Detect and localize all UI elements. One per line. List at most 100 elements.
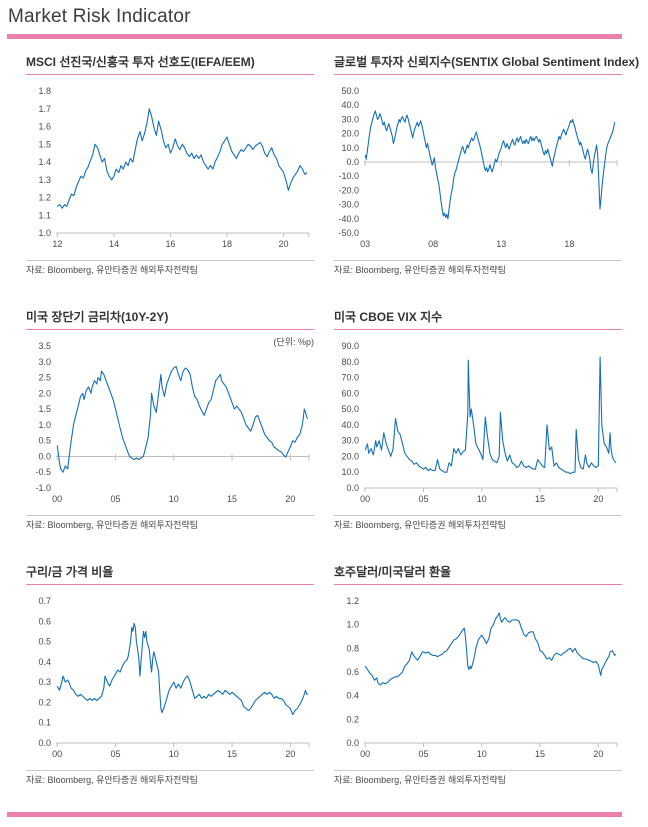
- svg-text:-30.0: -30.0: [338, 200, 359, 210]
- svg-text:20: 20: [285, 749, 295, 759]
- source-text: 자료: Bloomberg, 유안타증권 해외투자전략팀: [334, 265, 506, 275]
- svg-text:18: 18: [222, 239, 232, 249]
- page-title: Market Risk Indicator: [8, 6, 191, 27]
- svg-text:13: 13: [496, 239, 506, 249]
- svg-text:1.2: 1.2: [346, 596, 359, 606]
- svg-text:20: 20: [593, 494, 603, 504]
- panel-yield-spread: 미국 장단기 금리차(10Y-2Y) (단위: %p) 3.5 3.0 2.5 2.0…: [26, 310, 314, 531]
- chart-grid: MSCI 선진국/신흥국 투자 선호도(IEFA/EEM) 1.8 1.7 1.6 1…: [0, 55, 648, 786]
- svg-text:12: 12: [52, 239, 62, 249]
- svg-text:3.5: 3.5: [38, 341, 51, 351]
- chart-title: MSCI 선진국/신흥국 투자 선호도(IEFA/EEM): [26, 55, 314, 75]
- svg-text:10: 10: [169, 749, 179, 759]
- svg-text:0.6: 0.6: [346, 667, 359, 677]
- source-text: 자료: Bloomberg, 유안타증권 해외투자전략팀: [334, 775, 506, 785]
- svg-text:15: 15: [227, 494, 237, 504]
- svg-text:0.4: 0.4: [346, 691, 359, 701]
- line-chart-msci-preference: 1.8 1.7 1.6 1.5 1.4 1.3 1.2 1.1 1.012 14 16 18 20: [38, 86, 310, 249]
- svg-text:10: 10: [477, 749, 487, 759]
- svg-text:0.5: 0.5: [38, 637, 51, 647]
- report-header: Market Risk Indicator: [0, 0, 648, 28]
- panel-sentix: 글로벌 투자자 신뢰지수(SENTIX Global Sentiment Ind…: [334, 55, 639, 276]
- line-chart-yield-spread: 3.5 3.0 2.5 2.0 1.5 1.0 0.5 0.0 -0.5 -1.000 05 10 15…: [35, 341, 310, 504]
- svg-text:0.6: 0.6: [38, 616, 51, 626]
- svg-text:16: 16: [165, 239, 175, 249]
- svg-text:60.0: 60.0: [341, 388, 359, 398]
- source-line: 자료: Bloomberg, 유안타증권 해외투자전략팀: [334, 515, 622, 531]
- svg-text:20.0: 20.0: [341, 451, 359, 461]
- svg-text:20: 20: [593, 749, 603, 759]
- svg-text:1.5: 1.5: [38, 404, 51, 414]
- svg-text:1.0: 1.0: [346, 620, 359, 630]
- svg-text:0.3: 0.3: [38, 677, 51, 687]
- source-text: 자료: Bloomberg, 유안타증권 해외투자전략팀: [26, 265, 198, 275]
- svg-text:00: 00: [360, 494, 370, 504]
- svg-text:40.0: 40.0: [341, 420, 359, 430]
- svg-text:0.7: 0.7: [38, 596, 51, 606]
- svg-text:30.0: 30.0: [341, 114, 359, 124]
- line-chart-audusd: 1.2 1.0 0.8 0.6 0.4 0.2 0.000 05 10 15 20: [346, 596, 618, 759]
- svg-text:90.0: 90.0: [341, 341, 359, 351]
- svg-text:18: 18: [564, 239, 574, 249]
- svg-text:1.0: 1.0: [38, 228, 51, 238]
- line-chart-sentix: 50.0 40.0 30.0 20.0 10.0 0.0 -10.0 -20.0 -30.0 -4…: [338, 86, 618, 249]
- source-text: 자료: Bloomberg, 유안타증권 해외투자전략팀: [26, 775, 198, 785]
- svg-text:05: 05: [110, 494, 120, 504]
- svg-text:0.2: 0.2: [38, 697, 51, 707]
- svg-text:00: 00: [52, 494, 62, 504]
- panel-vix: 미국 CBOE VIX 지수 90.0 80.0 70.0 60.0 50.0 40.0 3…: [334, 310, 622, 531]
- svg-text:1.8: 1.8: [38, 86, 51, 96]
- svg-text:-10.0: -10.0: [338, 171, 359, 181]
- svg-text:-50.0: -50.0: [338, 228, 359, 238]
- svg-text:10: 10: [169, 494, 179, 504]
- panel-audusd: 호주달러/미국달러 환율 1.2 1.0 0.8 0.6 0.4 0.2 0.0 00 05 10…: [334, 565, 622, 786]
- source-line: 자료: Bloomberg, 유안타증권 해외투자전략팀: [26, 260, 314, 276]
- svg-text:0.8: 0.8: [346, 643, 359, 653]
- svg-text:05: 05: [418, 494, 428, 504]
- svg-text:1.1: 1.1: [38, 210, 51, 220]
- svg-text:-20.0: -20.0: [338, 185, 359, 195]
- svg-text:0.4: 0.4: [38, 657, 51, 667]
- chart-title: 구리/금 가격 비율: [26, 565, 314, 585]
- line-chart-copper-gold: 0.7 0.6 0.5 0.4 0.3 0.2 0.1 0.000 05 10 15 20: [38, 596, 310, 759]
- svg-text:-0.5: -0.5: [35, 467, 51, 477]
- svg-text:0.0: 0.0: [346, 157, 359, 167]
- panel-msci-preference: MSCI 선진국/신흥국 투자 선호도(IEFA/EEM) 1.8 1.7 1.6 1…: [26, 55, 314, 276]
- svg-text:10.0: 10.0: [341, 467, 359, 477]
- svg-text:80.0: 80.0: [341, 357, 359, 367]
- svg-text:00: 00: [52, 749, 62, 759]
- svg-text:0.5: 0.5: [38, 436, 51, 446]
- panel-copper-gold: 구리/금 가격 비율 0.7 0.6 0.5 0.4 0.3 0.2 0.1 0.0 00 05 1…: [26, 565, 314, 786]
- source-text: 자료: Bloomberg, 유안타증권 해외투자전략팀: [334, 520, 506, 530]
- svg-text:15: 15: [227, 749, 237, 759]
- line-chart-vix: 90.080.070.060.050.040.030.020.010.00.00…: [341, 341, 618, 504]
- svg-text:70.0: 70.0: [341, 373, 359, 383]
- svg-text:10: 10: [477, 494, 487, 504]
- svg-text:20.0: 20.0: [341, 129, 359, 139]
- chart-title: 미국 장단기 금리차(10Y-2Y): [26, 310, 314, 330]
- source-line: 자료: Bloomberg, 유안타증권 해외투자전략팀: [26, 770, 314, 786]
- svg-text:30.0: 30.0: [341, 436, 359, 446]
- svg-text:-1.0: -1.0: [35, 483, 51, 493]
- svg-text:50.0: 50.0: [341, 404, 359, 414]
- chart-title: 호주달러/미국달러 환율: [334, 565, 622, 585]
- svg-text:15: 15: [535, 749, 545, 759]
- svg-text:2.0: 2.0: [38, 388, 51, 398]
- svg-text:1.3: 1.3: [38, 175, 51, 185]
- svg-text:50.0: 50.0: [341, 86, 359, 96]
- svg-text:03: 03: [360, 239, 370, 249]
- chart-title: 글로벌 투자자 신뢰지수(SENTIX Global Sentiment Ind…: [334, 55, 639, 75]
- svg-text:-40.0: -40.0: [338, 214, 359, 224]
- svg-text:1.2: 1.2: [38, 193, 51, 203]
- svg-text:00: 00: [360, 749, 370, 759]
- source-text: 자료: Bloomberg, 유안타증권 해외투자전략팀: [26, 520, 198, 530]
- svg-text:08: 08: [428, 239, 438, 249]
- svg-text:0.0: 0.0: [38, 451, 51, 461]
- svg-text:1.6: 1.6: [38, 122, 51, 132]
- svg-text:3.0: 3.0: [38, 357, 51, 367]
- svg-text:2.5: 2.5: [38, 373, 51, 383]
- chart-title: 미국 CBOE VIX 지수: [334, 310, 622, 330]
- svg-text:0.1: 0.1: [38, 718, 51, 728]
- svg-text:20: 20: [285, 494, 295, 504]
- svg-text:0.0: 0.0: [346, 483, 359, 493]
